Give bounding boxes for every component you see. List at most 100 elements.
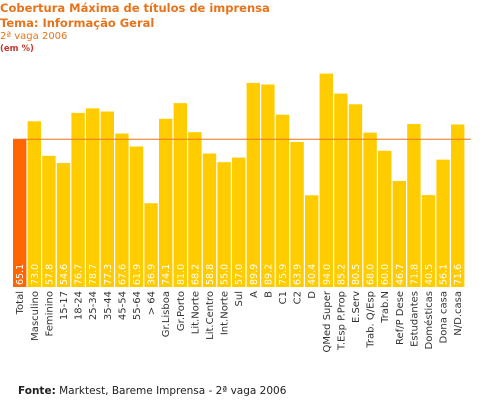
category-label: Trab.N (380, 291, 391, 324)
bar (202, 153, 217, 287)
bar (115, 133, 129, 287)
bar-value-label: 71.6 (453, 264, 464, 285)
bar-value-label: 60.0 (380, 264, 391, 285)
bar-value-label: 77.3 (103, 264, 114, 285)
category-label: Estudantes (409, 291, 420, 347)
bar (173, 103, 187, 287)
chart-wave: 2ª vaga 2006 (0, 31, 68, 42)
category-label: 45-54 (117, 291, 128, 320)
bar-value-label: 67.6 (117, 264, 128, 285)
bar-value-label: 56.1 (439, 264, 450, 285)
bar-value-label: 76.7 (74, 264, 85, 285)
source-label: Fonte: (18, 385, 56, 397)
category-label: D (307, 291, 318, 299)
category-label: Sul (234, 291, 245, 306)
category-label: 25-34 (88, 291, 99, 320)
bar (290, 141, 304, 287)
bar (363, 132, 377, 287)
bar (13, 139, 27, 287)
bar-value-label: 40.4 (307, 264, 318, 285)
category-label: N/D.casa (453, 291, 464, 336)
bar (71, 112, 85, 288)
category-label: Feminino (44, 291, 55, 336)
bar-value-label: 63.9 (293, 264, 304, 285)
category-label: Masculino (30, 291, 41, 341)
bar (436, 159, 450, 287)
bar-value-label: 40.5 (424, 264, 435, 285)
category-label: Gr.Lisboa (161, 291, 172, 337)
bar (42, 155, 56, 287)
bar (305, 195, 319, 287)
bar (407, 124, 421, 287)
bar-value-label: 68.2 (190, 264, 201, 285)
bar (319, 73, 333, 288)
category-label: > 64 (147, 291, 158, 315)
bar-value-label: 89.2 (263, 264, 274, 285)
bar-value-label: 85.2 (336, 264, 347, 285)
category-label: Lit.Norte (190, 291, 201, 334)
bar-value-label: 54.6 (59, 264, 70, 285)
bar (27, 121, 41, 287)
bar-value-label: 57.8 (44, 264, 55, 285)
bar (232, 157, 246, 287)
category-label: A (249, 291, 260, 298)
category-label: Lit.Centro (205, 291, 216, 340)
bar-value-label: 78.7 (88, 264, 99, 285)
bar (334, 93, 348, 287)
bar (129, 146, 144, 287)
category-label: Dona casa (439, 291, 450, 343)
chart-subtitle: Tema: Informação Geral (0, 16, 155, 30)
bar (378, 150, 392, 287)
bar (100, 111, 114, 288)
bar-value-label: 74.1 (161, 264, 172, 285)
category-label: C1 (278, 291, 289, 304)
bar (275, 114, 290, 287)
category-label: Trab. Q/Esp (366, 291, 377, 349)
bar (159, 118, 173, 287)
chart-title: Cobertura Máxima de títulos de imprensa (0, 1, 270, 15)
source-note: Fonte: Marktest, Bareme Imprensa - 2ª va… (18, 385, 286, 397)
bar-value-label: 46.7 (395, 264, 406, 285)
bar-value-label: 65.1 (15, 264, 26, 285)
bar (56, 163, 71, 287)
category-label: E.Serv (351, 291, 362, 323)
bar-value-label: 68.0 (366, 264, 377, 285)
bar (392, 180, 406, 287)
category-label: C2 (293, 291, 304, 304)
category-label: Gr.Porto (176, 291, 187, 331)
category-label: B (263, 291, 274, 298)
bar-value-label: 81.0 (176, 264, 187, 285)
bar-value-label: 80.5 (351, 264, 362, 285)
bar-value-label: 55.0 (220, 264, 231, 285)
bar-value-label: 75.9 (278, 264, 289, 285)
bar-value-label: 89.9 (249, 264, 260, 285)
bar-value-label: 58.8 (205, 264, 216, 285)
category-label: Int.Norte (220, 291, 231, 335)
category-label: QMed Super (322, 290, 333, 352)
bar (451, 124, 465, 287)
chart-unit: (em %) (0, 44, 34, 54)
bar (86, 108, 100, 287)
bar (348, 104, 363, 287)
bar (261, 84, 275, 288)
bar-value-label: 73.0 (30, 264, 41, 285)
category-label: 55-64 (132, 291, 143, 320)
bar-value-label: 94.0 (322, 264, 333, 285)
bar-value-label: 61.9 (132, 264, 143, 285)
bar (188, 132, 202, 287)
category-label: Ref/P Dese (395, 291, 406, 345)
bar (217, 162, 231, 287)
bar (246, 82, 260, 287)
category-label: T.Esp P.Prop (336, 291, 347, 351)
bar-value-label: 57.0 (234, 264, 245, 285)
bar-value-label: 36.9 (147, 264, 158, 285)
category-label: 35-44 (103, 291, 114, 320)
category-label: 18-24 (74, 291, 85, 320)
bar-value-label: 71.8 (409, 264, 420, 285)
category-label: Domésticas (423, 291, 435, 349)
bar (144, 203, 158, 287)
category-label: 15-17 (59, 291, 70, 320)
bar (421, 195, 436, 287)
category-label: Total (15, 291, 26, 315)
